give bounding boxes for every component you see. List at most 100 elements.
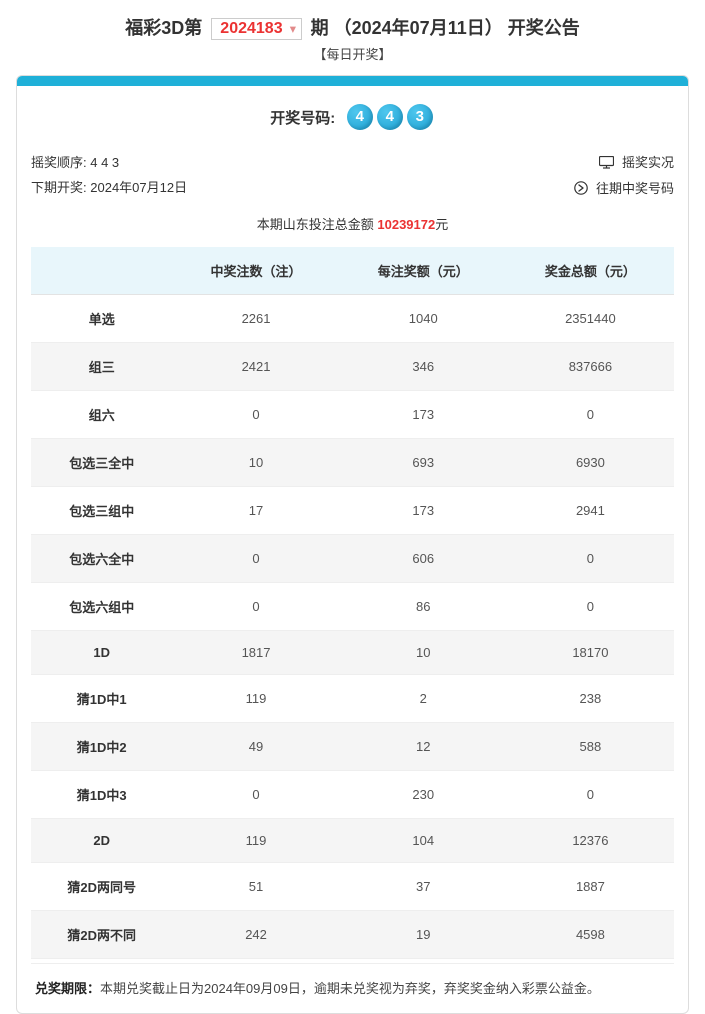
cell-label: 组三 [31,343,172,391]
winning-label: 开奖号码: [270,110,335,127]
cell-total: 0 [507,535,674,583]
prize-table: 中奖注数（注） 每注奖额（元） 奖金总额（元） 单选22611040235144… [31,247,674,959]
cell-count: 2421 [172,343,339,391]
cell-count: 0 [172,391,339,439]
cell-total: 1887 [507,863,674,911]
cell-label: 猜1D中2 [31,723,172,771]
cell-total: 0 [507,583,674,631]
issue-dropdown[interactable]: 2024183 ▾ [211,18,301,40]
cell-label: 包选三组中 [31,487,172,535]
table-row: 猜1D中302300 [31,771,674,819]
table-row: 组三2421346837666 [31,343,674,391]
cell-total: 0 [507,391,674,439]
cell-per: 1040 [340,295,507,343]
table-row: 1D18171018170 [31,631,674,675]
title-suffix-1: 期 [311,18,329,38]
arrow-right-circle-icon [574,181,588,198]
table-row: 包选三组中171732941 [31,487,674,535]
cell-count: 10 [172,439,339,487]
winning-numbers-row: 开奖号码: 443 [31,104,674,130]
table-row: 包选六组中0860 [31,583,674,631]
monitor-icon [599,156,614,172]
chevron-down-icon: ▾ [290,23,296,36]
cell-total: 4598 [507,911,674,959]
total-bet-suffix: 元 [435,217,448,232]
cell-total: 12376 [507,819,674,863]
history-link-label: 往期中奖号码 [596,181,674,196]
cell-per: 693 [340,439,507,487]
table-row: 猜2D两同号51371887 [31,863,674,911]
cell-total: 588 [507,723,674,771]
draw-order-label: 摇奖顺序: [31,155,87,170]
cell-count: 0 [172,771,339,819]
th-blank [31,247,172,295]
cell-count: 119 [172,675,339,723]
cell-count: 1817 [172,631,339,675]
cell-count: 0 [172,583,339,631]
th-count: 中奖注数（注） [172,247,339,295]
cell-label: 猜1D中3 [31,771,172,819]
cell-label: 组六 [31,391,172,439]
cell-count: 2261 [172,295,339,343]
cell-per: 19 [340,911,507,959]
live-draw-label: 摇奖实况 [622,155,674,170]
cell-per: 104 [340,819,507,863]
cell-label: 2D [31,819,172,863]
winning-ball: 3 [407,104,433,130]
table-row: 猜2D两不同242194598 [31,911,674,959]
table-row: 猜1D中11192238 [31,675,674,723]
cell-count: 17 [172,487,339,535]
cell-count: 51 [172,863,339,911]
winning-ball: 4 [347,104,373,130]
th-total: 奖金总额（元） [507,247,674,295]
cell-per: 606 [340,535,507,583]
draw-order: 摇奖顺序: 4 4 3 [31,152,514,171]
issue-number: 2024183 [220,20,282,37]
result-card: 开奖号码: 443 摇奖顺序: 4 4 3 下期开奖: 2024年07月12日 [16,75,689,1014]
cell-per: 2 [340,675,507,723]
history-link[interactable]: 往期中奖号码 [574,181,674,196]
cell-label: 猜2D两不同 [31,911,172,959]
cell-per: 10 [340,631,507,675]
page-subtitle: 【每日开奖】 [0,44,705,63]
cell-per: 37 [340,863,507,911]
live-draw-link[interactable]: 摇奖实况 [599,155,674,170]
total-bet: 本期山东投注总金额 10239172元 [31,214,674,233]
cell-label: 包选六组中 [31,583,172,631]
cell-total: 238 [507,675,674,723]
redemption-text: 本期兑奖截止日为2024年09月09日，逾期未兑奖视为弃奖，弃奖奖金纳入彩票公益… [100,981,600,996]
table-row: 2D11910412376 [31,819,674,863]
cell-label: 1D [31,631,172,675]
table-header-row: 中奖注数（注） 每注奖额（元） 奖金总额（元） [31,247,674,295]
table-row: 包选三全中106936930 [31,439,674,487]
draw-order-value: 4 4 3 [90,155,119,170]
cell-total: 837666 [507,343,674,391]
redemption-note: 兑奖期限：本期兑奖截止日为2024年09月09日，逾期未兑奖视为弃奖，弃奖奖金纳… [31,963,674,1013]
cell-per: 230 [340,771,507,819]
th-per: 每注奖额（元） [340,247,507,295]
winning-ball: 4 [377,104,403,130]
table-row: 单选226110402351440 [31,295,674,343]
meta-grid: 摇奖顺序: 4 4 3 下期开奖: 2024年07月12日 摇奖实况 [31,146,674,204]
cell-per: 173 [340,487,507,535]
cell-count: 119 [172,819,339,863]
table-row: 组六01730 [31,391,674,439]
cell-label: 包选六全中 [31,535,172,583]
title-date: （2024年07月11日） [334,18,503,38]
cell-total: 18170 [507,631,674,675]
next-draw-label: 下期开奖: [31,180,87,195]
cell-label: 猜1D中1 [31,675,172,723]
cell-per: 173 [340,391,507,439]
total-bet-amount: 10239172 [377,217,435,232]
title-prefix: 福彩3D第 [125,18,202,38]
cell-total: 2941 [507,487,674,535]
cell-label: 包选三全中 [31,439,172,487]
table-row: 包选六全中06060 [31,535,674,583]
cell-per: 86 [340,583,507,631]
cell-per: 346 [340,343,507,391]
page-title: 福彩3D第 2024183 ▾ 期 （2024年07月11日） 开奖公告 [0,0,705,44]
next-draw-value: 2024年07月12日 [90,180,187,195]
card-accent-bar [17,76,688,86]
next-draw: 下期开奖: 2024年07月12日 [31,177,514,196]
cell-label: 单选 [31,295,172,343]
